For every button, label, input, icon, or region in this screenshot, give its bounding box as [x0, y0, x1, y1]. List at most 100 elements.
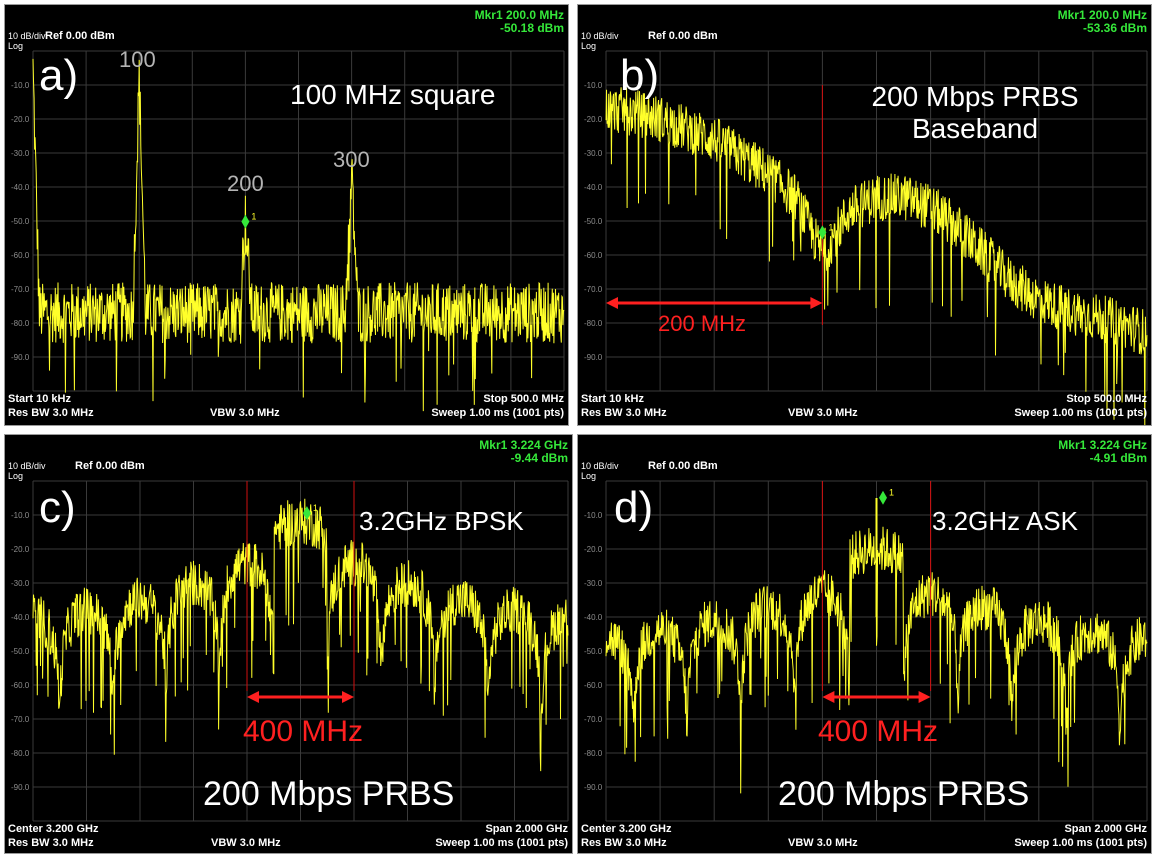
y-tick-label: -80.0 [584, 319, 603, 328]
bottom-center: VBW 3.0 MHz [788, 407, 858, 419]
y-tick-label: -10.0 [584, 511, 603, 520]
bottom-right-2: Sweep 1.00 ms (1001 pts) [1014, 407, 1147, 419]
ylabel: Log [8, 41, 24, 51]
trace-series [605, 87, 1148, 425]
chart-subtitle: 200 Mbps PRBS [203, 775, 455, 813]
chart-title: 3.2GHz BPSK [359, 506, 524, 536]
y-tick-label: -50.0 [11, 217, 30, 226]
span-arrow-head-right [342, 691, 354, 703]
scale-label: 10 dB/div [581, 461, 619, 471]
y-tick-label: -40.0 [584, 613, 603, 622]
ylabel: Log [8, 471, 24, 481]
marker-label: Mkr1 3.224 GHz [1058, 438, 1147, 452]
marker-diamond [818, 225, 827, 240]
panel-label: c) [39, 483, 76, 532]
marker-number: 1 [889, 488, 894, 498]
y-tick-label: -60.0 [584, 251, 603, 260]
ref-level: Ref 0.00 dBm [648, 460, 718, 472]
panel-d: -10.0 -20.0 -30.0 -40.0 -50.0 -60.0 -70.0 -80.0… [577, 434, 1152, 854]
bottom-left-1: Center 3.200 GHz [581, 823, 672, 835]
trace-series [605, 526, 1148, 794]
span-annotation: 200 MHz [658, 311, 747, 336]
y-tick-label: -90.0 [11, 353, 30, 362]
panel-c: -10.0 -20.0 -30.0 -40.0 -50.0 -60.0 -70.0 -80.0… [4, 434, 573, 854]
y-tick-label: -30.0 [584, 579, 603, 588]
plot-area: -10.0 -20.0 -30.0 -40.0 -50.0 -60.0 -70.0 -80.0… [584, 480, 1148, 822]
plot-area: -10.0 -20.0 -30.0 -40.0 -50.0 -60.0 -70.0 -80.0… [584, 50, 1148, 425]
ref-level: Ref 0.00 dBm [648, 30, 718, 42]
bottom-center: VBW 3.0 MHz [788, 837, 858, 849]
y-tick-label: -90.0 [11, 783, 30, 792]
bottom-center: VBW 3.0 MHz [211, 837, 281, 849]
scale-label: 10 dB/div [8, 461, 46, 471]
marker-value: -4.91 dBm [1089, 451, 1147, 465]
span-arrow-head-right [810, 297, 823, 309]
y-tick-label: -30.0 [584, 149, 603, 158]
bottom-left-1: Start 10 kHz [8, 393, 71, 405]
y-tick-label: -10.0 [11, 81, 30, 90]
marker-diamond [241, 214, 250, 229]
marker-number: 1 [251, 212, 256, 222]
span-annotation: 400 MHz [818, 715, 939, 748]
y-tick-label: -50.0 [584, 217, 603, 226]
y-tick-label: -20.0 [11, 545, 30, 554]
bottom-right-2: Sweep 1.00 ms (1001 pts) [435, 837, 568, 849]
panel-label: a) [39, 51, 79, 100]
y-tick-label: -20.0 [584, 545, 603, 554]
ref-level: Ref 0.00 dBm [45, 30, 115, 42]
chart-title: 3.2GHz ASK [932, 506, 1078, 536]
bottom-right-1: Span 2.000 GHz [485, 823, 568, 835]
y-tick-label: -80.0 [11, 749, 30, 758]
marker-label: Mkr1 200.0 MHz [474, 8, 564, 22]
trace-series [32, 58, 565, 412]
y-tick-label: -40.0 [11, 183, 30, 192]
chart-title: 100 MHz square [290, 79, 496, 110]
y-tick-label: -70.0 [11, 715, 30, 724]
plot-area: -10.0 -20.0 -30.0 -40.0 -50.0 -60.0 -70.0 -80.0… [11, 480, 569, 822]
span-arrow-head-left [247, 691, 259, 703]
y-tick-label: -50.0 [11, 647, 30, 656]
bottom-left-2: Res BW 3.0 MHz [581, 407, 667, 419]
bottom-left-2: Res BW 3.0 MHz [581, 837, 667, 849]
y-tick-label: -10.0 [584, 81, 603, 90]
bottom-left-1: Center 3.200 GHz [8, 823, 99, 835]
bottom-right-1: Span 2.000 GHz [1064, 823, 1147, 835]
annotation-300: 300 [333, 147, 370, 172]
ylabel: Log [581, 471, 597, 481]
y-tick-label: -70.0 [11, 285, 30, 294]
y-tick-label: -10.0 [11, 511, 30, 520]
ylabel: Log [581, 41, 597, 51]
y-tick-label: -60.0 [584, 681, 603, 690]
span-arrow-head-right [918, 691, 931, 703]
bottom-right-1: Stop 500.0 MHz [1066, 393, 1147, 405]
bottom-center: VBW 3.0 MHz [210, 407, 280, 419]
scale-label: 10 dB/div [581, 31, 619, 41]
y-tick-label: -90.0 [584, 783, 603, 792]
panel-b: -10.0 -20.0 -30.0 -40.0 -50.0 -60.0 -70.0 -80.0… [577, 4, 1152, 426]
chart-subtitle: 200 Mbps PRBS [778, 775, 1030, 813]
ref-level: Ref 0.00 dBm [75, 460, 145, 472]
marker-label: Mkr1 200.0 MHz [1057, 8, 1147, 22]
bottom-right-1: Stop 500.0 MHz [483, 393, 564, 405]
panel-label: d) [614, 483, 654, 532]
y-tick-label: -20.0 [11, 115, 30, 124]
chart-title: 200 Mbps PRBS Baseband [871, 81, 1079, 144]
bottom-right-2: Sweep 1.00 ms (1001 pts) [1014, 837, 1147, 849]
span-arrow-head-left [822, 691, 835, 703]
y-tick-label: -90.0 [584, 353, 603, 362]
y-tick-label: -30.0 [11, 579, 30, 588]
bottom-right-2: Sweep 1.00 ms (1001 pts) [431, 407, 564, 419]
y-tick-label: -30.0 [11, 149, 30, 158]
bottom-left-2: Res BW 3.0 MHz [8, 837, 94, 849]
marker-number: 1 [828, 222, 833, 232]
marker-diamond [302, 506, 311, 521]
y-tick-label: -40.0 [11, 613, 30, 622]
y-tick-label: -80.0 [11, 319, 30, 328]
panel-a: -10.0 -20.0 -30.0 -40.0 -50.0 -60.0 -70.0 -80.0… [4, 4, 569, 426]
trace-series [32, 498, 569, 772]
marker-value: -53.36 dBm [1082, 21, 1147, 35]
y-tick-label: -60.0 [11, 251, 30, 260]
marker-value: -9.44 dBm [510, 451, 568, 465]
plot-area: -10.0 -20.0 -30.0 -40.0 -50.0 -60.0 -70.0 -80.0… [11, 50, 565, 412]
y-tick-label: -70.0 [584, 715, 603, 724]
